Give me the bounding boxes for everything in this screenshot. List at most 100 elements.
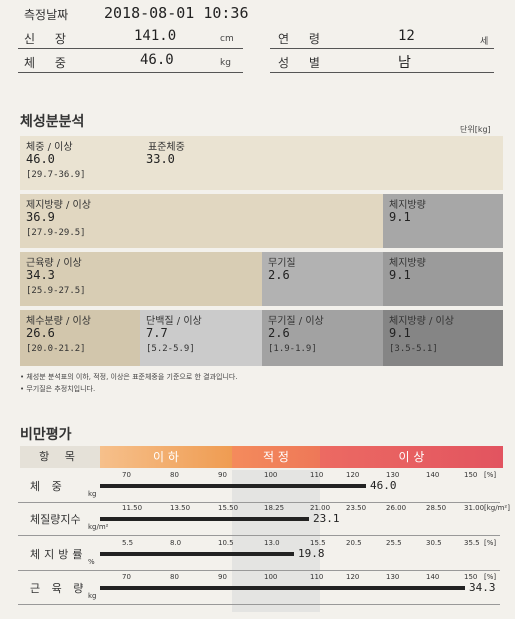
bar-value: 23.1 <box>313 512 340 525</box>
water-value: 26.6 <box>26 326 55 340</box>
ffm-range: [27.9-29.5] <box>26 228 86 238</box>
row-divider <box>18 535 500 536</box>
tick-label: 110 <box>310 573 324 581</box>
band-normal: 적 정 <box>232 446 320 468</box>
mineral-block: 무기질 2.6 <box>262 252 383 306</box>
protein-label: 단백질 / 이상 <box>146 316 202 327</box>
tick-label: 90 <box>218 471 227 479</box>
protein-value: 7.7 <box>146 326 168 340</box>
tick-label: [%] <box>484 539 497 547</box>
tick-label: 10.5 <box>218 539 234 547</box>
protein-range: [5.2-5.9] <box>146 344 195 354</box>
row-label: 근 육 량 <box>30 582 88 595</box>
muscle-block: 근육량 / 이상 34.3 [25.9-27.5] <box>20 252 262 306</box>
value-bar <box>100 517 309 521</box>
std-weight-value: 33.0 <box>146 152 175 166</box>
tick-label: 130 <box>386 471 400 479</box>
weight-block-value: 46.0 <box>26 152 55 166</box>
row-label: 체질량지수 <box>30 513 81 526</box>
tick-label: 120 <box>346 573 360 581</box>
weight-block-label: 체중 / 이상 <box>26 142 73 153</box>
tick-label: 20.5 <box>346 539 362 547</box>
band-high: 이 상 <box>320 446 503 468</box>
tick-label: 15.50 <box>218 504 239 512</box>
date-label: 측정날짜 <box>24 8 69 22</box>
tick-label: 13.0 <box>264 539 280 547</box>
tick-label: 80 <box>170 471 179 479</box>
tick-label: 23.50 <box>346 504 367 512</box>
protein-block: 단백질 / 이상 7.7 [5.2-5.9] <box>140 310 262 366</box>
tick-label: [%] <box>484 471 497 479</box>
tick-label: 90 <box>218 573 227 581</box>
mineral-block: 무기질 / 이상 2.6 [1.9-1.9] <box>262 310 383 366</box>
fat-range: [3.5-5.1] <box>389 344 438 354</box>
tick-label: 100 <box>264 471 278 479</box>
divider <box>18 48 243 49</box>
tick-label: 150 <box>464 573 478 581</box>
mineral-range: [1.9-1.9] <box>268 344 317 354</box>
bar-value: 46.0 <box>370 479 397 492</box>
mineral-label: 무기질 / 이상 <box>268 316 324 327</box>
tick-label: 30.5 <box>426 539 442 547</box>
weight-unit: kg <box>220 58 231 68</box>
note: • 체성분 분석표의 이하, 적정, 이상은 표준체중을 기준으로 한 결과입니… <box>20 373 238 381</box>
row-label: 체지방률 <box>30 548 87 561</box>
mineral-value: 2.6 <box>268 268 290 282</box>
tick-label: 25.5 <box>386 539 402 547</box>
row-unit: kg <box>88 490 97 498</box>
row-unit: % <box>88 558 95 566</box>
tick-label: 70 <box>122 471 131 479</box>
row-unit: kg/m² <box>88 523 109 531</box>
bar-value: 19.8 <box>298 547 325 560</box>
unit-label: 단위[kg] <box>460 125 491 134</box>
row-divider <box>18 570 500 571</box>
note: • 무기질은 추정치입니다. <box>20 385 96 393</box>
fat-block: 체지방량 9.1 <box>383 194 503 248</box>
muscle-label: 근육량 / 이상 <box>26 258 82 269</box>
bar-value: 34.3 <box>469 581 496 594</box>
sex-label: 성 별 <box>278 56 328 70</box>
divider <box>270 48 494 49</box>
value-bar <box>100 552 294 556</box>
tick-label: 110 <box>310 471 324 479</box>
weight-label: 체 중 <box>24 56 74 70</box>
band-low: 이 하 <box>100 446 232 468</box>
tick-label: 70 <box>122 573 131 581</box>
weight-value: 46.0 <box>140 52 174 68</box>
tick-label: 80 <box>170 573 179 581</box>
weight-block: 체중 / 이상 46.0 [29.7-36.9] 표준체중 33.0 <box>20 136 503 190</box>
fat-block: 체지방량 / 이상 9.1 [3.5-5.1] <box>383 310 503 366</box>
tick-label: 28.50 <box>426 504 447 512</box>
height-label: 신 장 <box>24 32 74 46</box>
tick-label: [kg/m²] <box>484 504 510 512</box>
tick-label: 15.5 <box>310 539 326 547</box>
water-range: [20.0-21.2] <box>26 344 86 354</box>
muscle-range: [25.9-27.5] <box>26 286 86 296</box>
fat-label: 체지방량 <box>389 258 426 269</box>
tick-label: 31.00 <box>464 504 485 512</box>
row-divider <box>18 604 500 605</box>
water-block: 체수분량 / 이상 26.6 [20.0-21.2] <box>20 310 140 366</box>
std-weight-label: 표준체중 <box>148 142 185 153</box>
age-label: 연 령 <box>278 32 328 46</box>
tick-label: 8.0 <box>170 539 182 547</box>
water-label: 체수분량 / 이상 <box>26 316 91 327</box>
ffm-label: 제지방량 / 이상 <box>26 200 91 211</box>
value-bar <box>100 586 465 590</box>
tick-label: 130 <box>386 573 400 581</box>
fat-block: 체지방량 9.1 <box>383 252 503 306</box>
row-unit: kg <box>88 592 97 600</box>
date-value: 2018-08-01 10:36 <box>104 4 249 22</box>
age-value: 12 <box>398 28 415 44</box>
tick-label: 140 <box>426 471 440 479</box>
obesity-title: 비만평가 <box>20 427 72 443</box>
tick-label: 35.5 <box>464 539 480 547</box>
tick-label: 21.00 <box>310 504 331 512</box>
tick-label: 150 <box>464 471 478 479</box>
weight-block-range: [29.7-36.9] <box>26 170 86 180</box>
height-value: 141.0 <box>134 28 177 44</box>
ffm-block: 제지방량 / 이상 36.9 [27.9-29.5] <box>20 194 383 248</box>
tick-label: 13.50 <box>170 504 191 512</box>
sex-value: 남 <box>398 55 411 71</box>
mineral-value: 2.6 <box>268 326 290 340</box>
